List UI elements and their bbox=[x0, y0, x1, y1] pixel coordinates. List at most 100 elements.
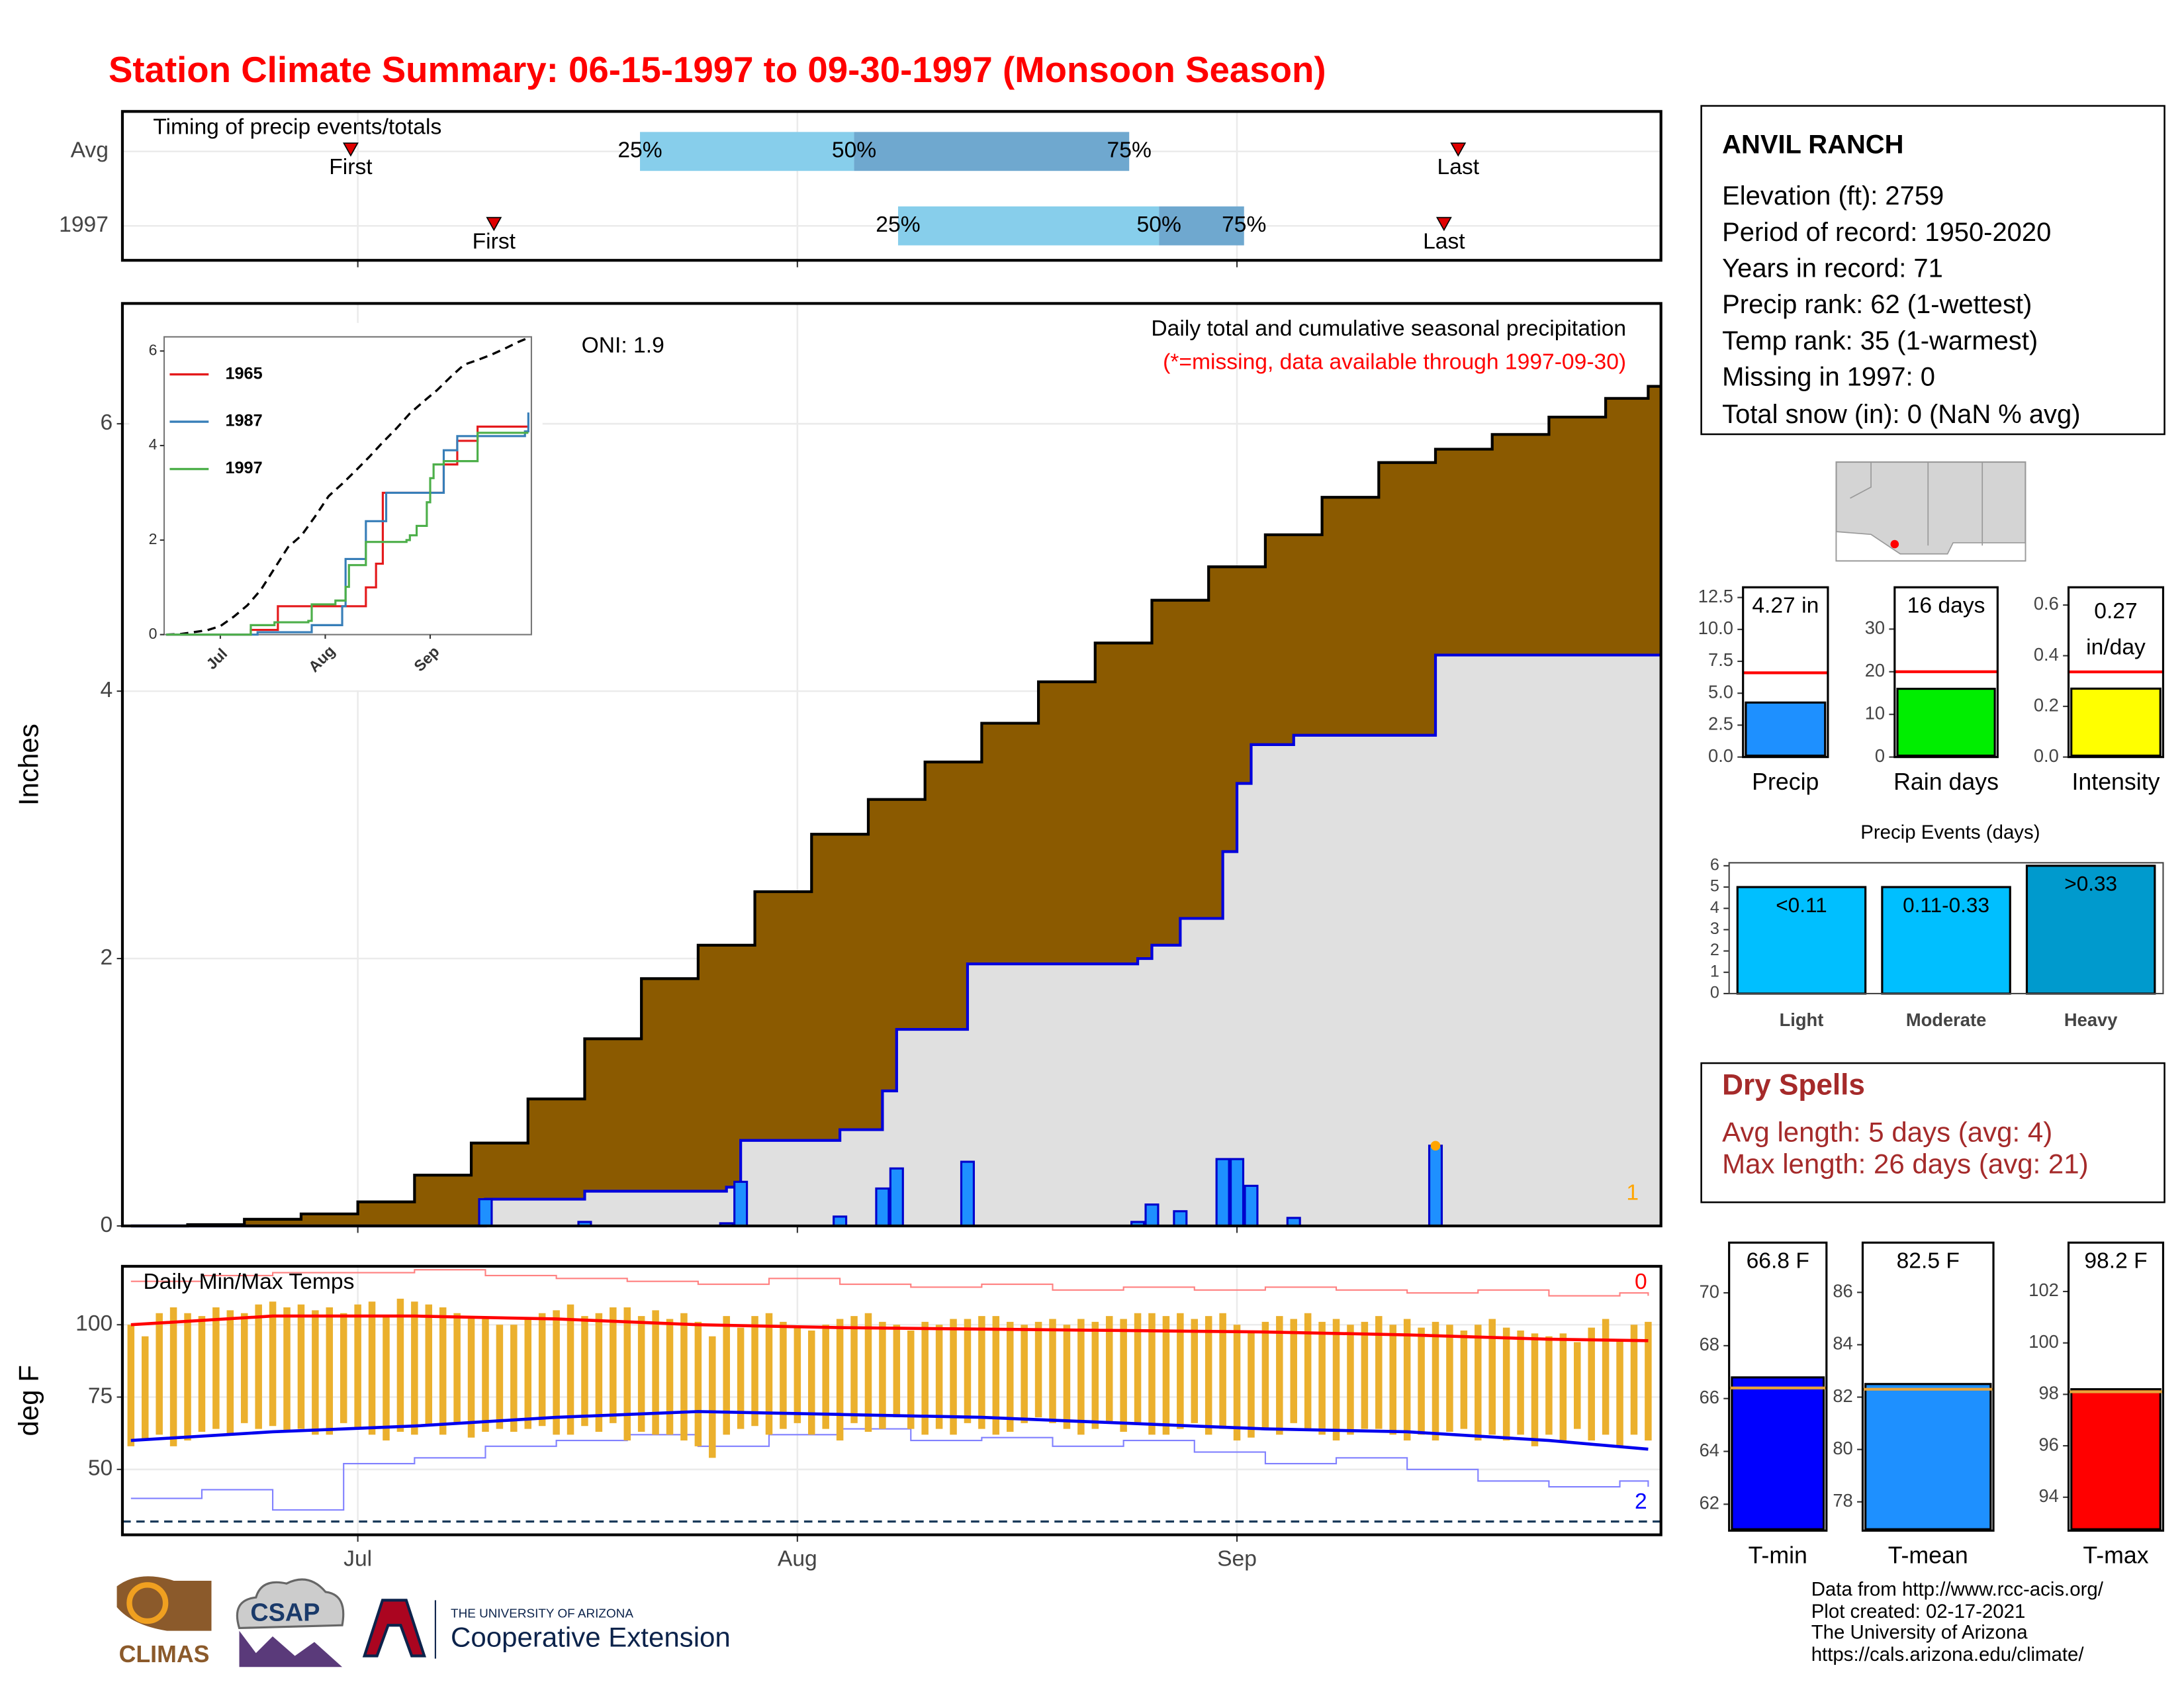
corner-note: 0 bbox=[1635, 1270, 1647, 1294]
temp-range-bar bbox=[198, 1316, 206, 1432]
y-tick-label: 2 bbox=[1710, 941, 1719, 959]
summary-bar bbox=[1896, 687, 1996, 757]
value-label: 98.2 F bbox=[2084, 1249, 2147, 1274]
event-label: Last bbox=[1437, 155, 1480, 179]
bar-label: Precip bbox=[1752, 769, 1819, 795]
temp-range-bar bbox=[780, 1321, 787, 1429]
temp-range-bar bbox=[141, 1336, 149, 1441]
panel-title: Daily Min/Max Temps bbox=[143, 1270, 354, 1294]
panel-frame bbox=[1861, 1241, 1995, 1532]
extension-text: Cooperative Extension bbox=[451, 1621, 731, 1652]
temp-range-bar bbox=[637, 1316, 645, 1432]
quantile-label: 25% bbox=[617, 138, 662, 163]
temp-range-bar bbox=[439, 1307, 447, 1435]
event-marker bbox=[1450, 142, 1467, 157]
temp-range-bar bbox=[709, 1336, 716, 1458]
y-tick-label: 20 bbox=[1865, 660, 1885, 680]
temp-range-bar bbox=[950, 1319, 957, 1435]
temp-range-bar bbox=[765, 1313, 773, 1435]
temp-range-bar bbox=[553, 1310, 560, 1435]
station-line: Temp rank: 35 (1-warmest) bbox=[1722, 326, 2038, 355]
temp-range-bar bbox=[127, 1325, 135, 1446]
temp-range-bar bbox=[467, 1316, 475, 1438]
temp-range-bar bbox=[921, 1321, 929, 1435]
y-tick-label: 102 bbox=[2028, 1280, 2059, 1300]
y-tick-label: 98 bbox=[2038, 1383, 2058, 1403]
temp-range-bar bbox=[1361, 1321, 1369, 1429]
temp-range-bar bbox=[1545, 1336, 1553, 1435]
temp-range-bar bbox=[1588, 1327, 1595, 1441]
category-label: Heavy bbox=[2064, 1009, 2118, 1030]
x-tick-label: Aug bbox=[778, 1546, 817, 1571]
quantile-band bbox=[854, 132, 1130, 171]
y-tick-label: 1 bbox=[1710, 962, 1719, 980]
y-tick-label: 0 bbox=[1875, 745, 1885, 766]
event-marker bbox=[342, 142, 359, 157]
temp-range-bar bbox=[751, 1316, 758, 1427]
station-line: Missing in 1997: 0 bbox=[1722, 362, 1935, 391]
temp-range-bar bbox=[1248, 1330, 1255, 1438]
temp-range-bar bbox=[1630, 1325, 1638, 1435]
temp-range-bar bbox=[383, 1316, 390, 1441]
station-frame bbox=[1700, 105, 2165, 436]
temp-range-bar bbox=[1276, 1316, 1283, 1435]
y-tick-label: 68 bbox=[1700, 1334, 1719, 1354]
temp-range-bar bbox=[978, 1316, 985, 1429]
temp-range-bar bbox=[297, 1304, 305, 1429]
temp-range-bar bbox=[340, 1313, 347, 1423]
record-line bbox=[130, 1269, 1649, 1297]
panel-frame bbox=[1893, 586, 1999, 759]
y-tick-label: 0.0 bbox=[1708, 745, 1733, 766]
temp-range-bar bbox=[1049, 1319, 1056, 1423]
average-line bbox=[130, 1410, 1649, 1451]
temp-range-bar bbox=[538, 1313, 546, 1427]
temp-range-bar bbox=[1021, 1325, 1028, 1423]
temp-range-bar bbox=[1191, 1319, 1199, 1423]
temp-range-bar bbox=[666, 1319, 674, 1435]
category-label: Light bbox=[1780, 1009, 1824, 1030]
event-marker bbox=[486, 216, 502, 232]
quantile-label: 50% bbox=[832, 138, 876, 163]
temp-range-bar bbox=[255, 1304, 262, 1429]
temp-range-bar bbox=[1389, 1325, 1396, 1435]
temp-range-bar bbox=[1432, 1321, 1439, 1441]
temp-range-bar bbox=[212, 1307, 220, 1429]
panel-background bbox=[122, 1266, 1661, 1535]
x-tick-label: Jul bbox=[343, 1546, 372, 1571]
temp-range-bar bbox=[269, 1301, 277, 1427]
series-line bbox=[166, 412, 529, 636]
bin-label: <0.11 bbox=[1776, 893, 1827, 917]
y-tick-label: 6 bbox=[149, 341, 158, 358]
summary-bar bbox=[2070, 687, 2161, 757]
station-line: Elevation (ft): 2759 bbox=[1722, 181, 1944, 211]
university-text: THE UNIVERSITY OF ARIZONA bbox=[451, 1607, 633, 1620]
max-marker bbox=[1430, 1141, 1441, 1151]
panel-frame bbox=[120, 110, 1662, 262]
temp-range-bar bbox=[964, 1319, 972, 1423]
y-tick-label: 78 bbox=[1833, 1490, 1852, 1511]
arizona-logo bbox=[362, 1599, 426, 1658]
temp-range-bar bbox=[283, 1307, 291, 1432]
temp-range-bar bbox=[1148, 1313, 1156, 1435]
temp-range-bar bbox=[581, 1316, 588, 1427]
record-line bbox=[130, 1428, 1649, 1511]
daily-bar bbox=[889, 1167, 904, 1227]
quantile-band bbox=[1159, 206, 1244, 246]
temp-range-bar bbox=[1559, 1333, 1567, 1441]
temp-range-bar bbox=[652, 1310, 659, 1435]
bar-label: T-max bbox=[2083, 1542, 2148, 1569]
y-tick-label: 2 bbox=[149, 530, 158, 547]
temp-range-bar bbox=[1233, 1325, 1241, 1441]
y-tick-label: 100 bbox=[2028, 1331, 2059, 1352]
bar-label: T-mean bbox=[1888, 1542, 1968, 1569]
daily-bar bbox=[733, 1180, 749, 1227]
oni-label: ONI: 1.9 bbox=[582, 333, 664, 357]
dry-spells-title: Dry Spells bbox=[1722, 1068, 1865, 1101]
temp-range-bar bbox=[1602, 1319, 1610, 1435]
temp-range-bar bbox=[907, 1330, 915, 1429]
event-label: First bbox=[473, 229, 516, 254]
x-tick-label: Sep bbox=[1217, 1546, 1257, 1571]
y-tick-label: 62 bbox=[1700, 1493, 1719, 1513]
y-tick-label: 0 bbox=[101, 1213, 113, 1237]
temp-range-bar bbox=[850, 1316, 858, 1423]
